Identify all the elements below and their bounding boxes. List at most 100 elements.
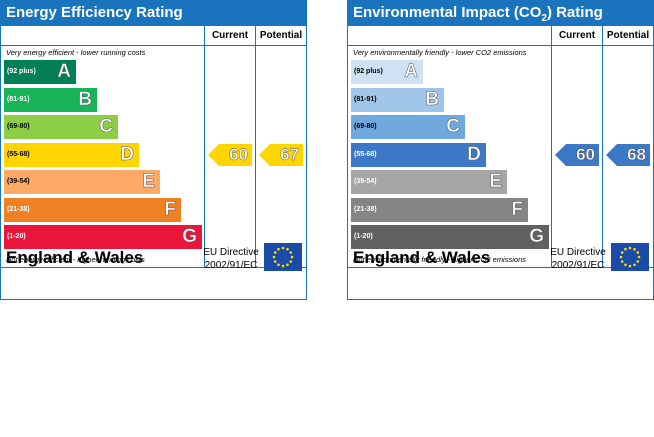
bottom-note: Not energy efficient - higher running co…	[6, 255, 145, 264]
band-letter: A	[404, 61, 418, 83]
band-c: (69-80) C	[4, 115, 118, 139]
directive-line-1: EU Directive	[203, 247, 259, 258]
band-letter: B	[425, 88, 439, 110]
eu-star	[637, 255, 641, 259]
band-e: (39-54) E	[351, 170, 507, 194]
eu-star	[636, 260, 640, 263]
band-letter: G	[182, 226, 197, 248]
directive-line-2: 2002/91/EC	[204, 260, 258, 271]
band-letter: D	[120, 143, 134, 165]
band-range: (55-68)	[7, 150, 30, 158]
eu-star	[620, 260, 624, 263]
eu-star	[624, 247, 627, 251]
arrow-shape	[555, 143, 599, 166]
eu-star	[286, 263, 289, 267]
eu-star	[624, 263, 627, 267]
eu-star	[289, 260, 293, 263]
band-range: (81-91)	[354, 95, 377, 103]
eu-star	[628, 264, 632, 268]
footer-line	[1, 267, 306, 268]
band-f: (21-38) F	[4, 197, 181, 222]
chart-frame: Current Potential Very environmentally f…	[347, 26, 654, 300]
eu-flag-icon	[264, 243, 302, 271]
header-line	[348, 45, 653, 46]
band-d: (55-68) D	[351, 142, 486, 167]
eu-star	[636, 251, 640, 254]
band-b: (81-91) B	[351, 87, 444, 112]
potential-rating-value: 68	[627, 144, 646, 164]
eu-directive: EU Directive 2002/91/EC	[200, 246, 262, 272]
band-d: (55-68) D	[4, 142, 139, 167]
eu-star	[633, 247, 636, 251]
band-a: (92 plus) A	[4, 60, 76, 84]
eu-star	[628, 246, 632, 250]
arrow-shape	[208, 143, 252, 166]
eu-star	[281, 246, 285, 250]
band-letter: A	[57, 61, 71, 83]
potential-rating-arrow: 68	[606, 143, 650, 166]
band-range: (55-68)	[354, 150, 377, 158]
band-letter: B	[78, 88, 92, 110]
band-a: (92 plus) A	[351, 60, 423, 84]
top-note: Very energy efficient - lower running co…	[6, 48, 146, 57]
footer-line	[348, 267, 653, 268]
chart-title: Energy Efficiency Rating	[0, 0, 307, 26]
current-rating-arrow: 60	[208, 143, 252, 166]
current-rating-arrow: 60	[555, 143, 599, 166]
band-letter: D	[467, 143, 481, 165]
eu-stars	[619, 246, 641, 268]
column-divider	[602, 26, 603, 267]
eu-star	[619, 255, 623, 259]
band-range: (39-54)	[7, 178, 30, 185]
top-note: Very environmentally friendly - lower CO…	[353, 48, 527, 57]
energy-efficiency-chart: Energy Efficiency Rating Current Potenti…	[0, 0, 307, 300]
title-subscript: 2	[541, 13, 547, 24]
directive-line-2: 2002/91/EC	[551, 260, 605, 271]
band-range: (69-80)	[7, 123, 30, 130]
eu-star	[290, 255, 294, 259]
current-rating-value: 60	[576, 144, 595, 164]
band-range: (21-38)	[354, 205, 377, 213]
band-range: (92 plus)	[7, 68, 36, 75]
band-letter: F	[164, 198, 176, 220]
column-divider	[551, 26, 552, 267]
band-range: (92 plus)	[354, 68, 383, 75]
band-range: (81-91)	[7, 95, 30, 103]
potential-column-header: Potential	[259, 30, 303, 41]
eu-directive: EU Directive 2002/91/EC	[547, 246, 609, 272]
eu-star	[273, 260, 277, 263]
chart-frame: Current Potential Very energy efficient …	[0, 26, 307, 300]
band-range: (69-80)	[354, 123, 377, 130]
eu-star	[277, 247, 280, 251]
eu-star	[286, 247, 289, 251]
eu-star	[620, 251, 624, 254]
potential-rating-arrow: 67	[259, 143, 303, 166]
band-range: (21-38)	[7, 205, 30, 213]
environmental-impact-chart: Environmental Impact (CO2) Rating Curren…	[347, 0, 654, 300]
band-range: (1-20)	[354, 233, 373, 240]
eu-star	[272, 255, 276, 259]
band-letter: C	[446, 116, 460, 138]
band-f: (21-38) F	[351, 197, 528, 222]
eu-star	[281, 264, 285, 268]
eu-flag-icon	[611, 243, 649, 271]
column-divider	[204, 26, 205, 267]
title-end: ) Rating	[546, 4, 603, 21]
column-divider	[255, 26, 256, 267]
title-main: Environmental Impact (CO	[353, 4, 542, 21]
eu-star	[633, 263, 636, 267]
band-e: (39-54) E	[4, 170, 160, 194]
current-rating-value: 60	[229, 144, 248, 164]
chart-title: Environmental Impact (CO2) Rating	[347, 0, 654, 26]
header-line	[1, 45, 306, 46]
band-b: (81-91) B	[4, 87, 97, 112]
eu-stars	[272, 246, 294, 268]
band-g: (1-20) G	[351, 225, 549, 249]
region-label: England & Wales	[353, 248, 491, 267]
eu-star	[277, 263, 280, 267]
band-letter: E	[489, 171, 502, 193]
potential-column-header: Potential	[606, 30, 650, 41]
directive-line-1: EU Directive	[550, 247, 606, 258]
band-letter: C	[99, 116, 113, 138]
bottom-note: Not environmentally friendly - higher CO…	[353, 255, 526, 264]
